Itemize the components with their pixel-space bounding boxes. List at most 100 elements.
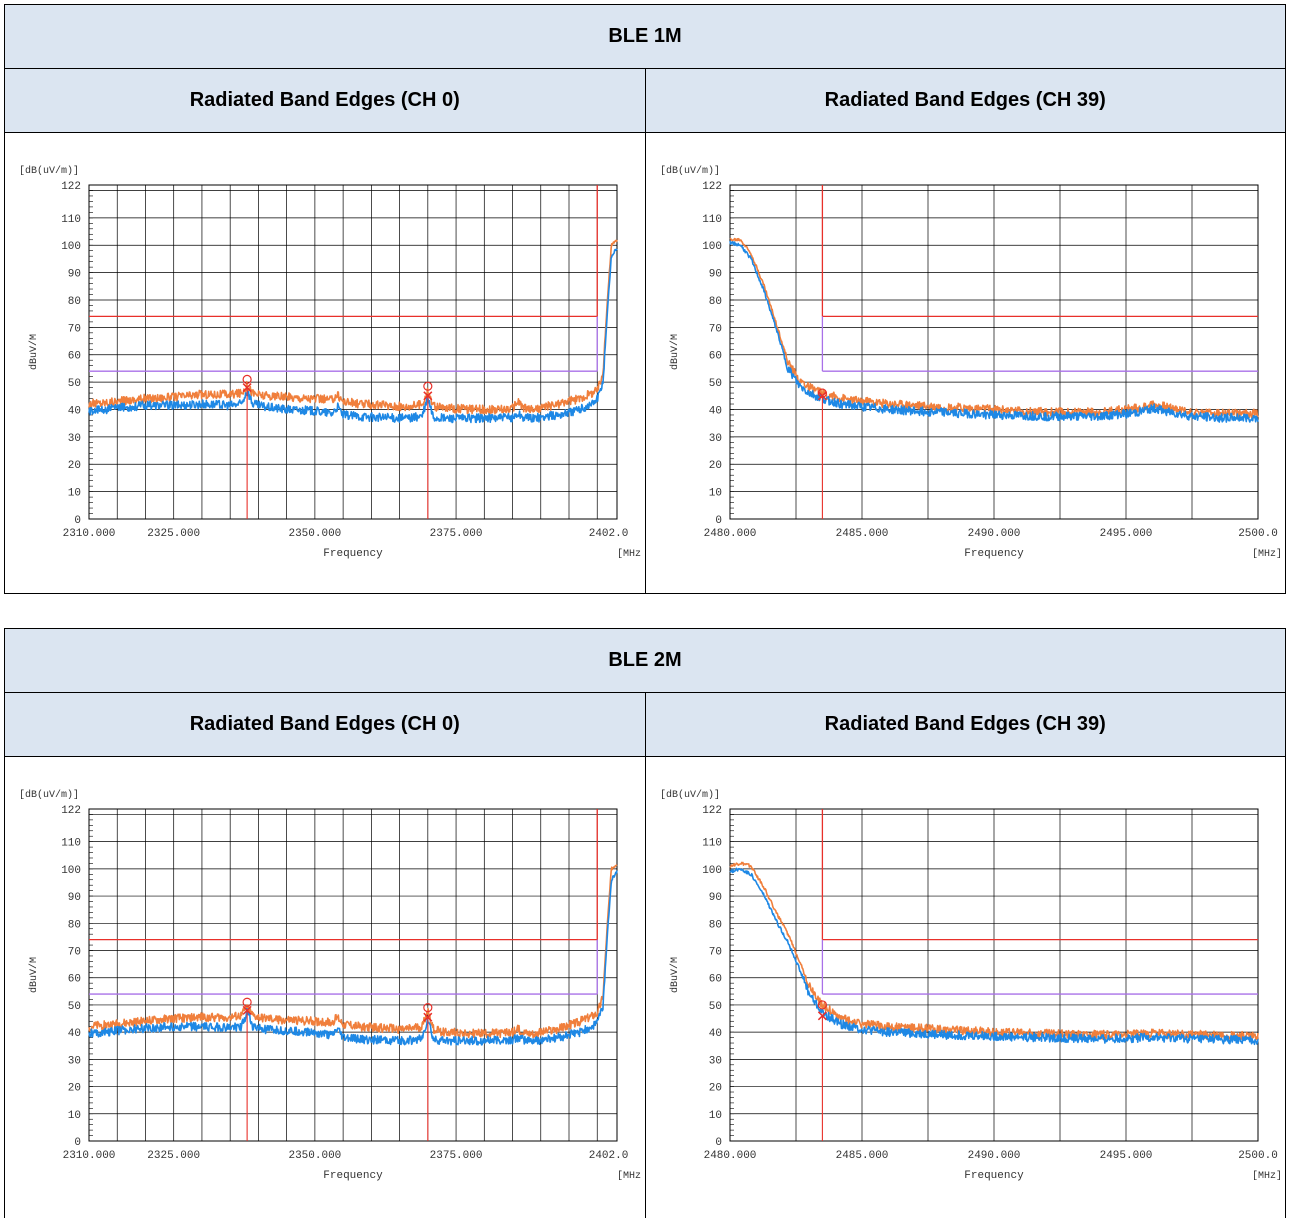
y-tick-label: 20 (708, 1083, 721, 1095)
x-unit-label: [MHz] (1251, 1170, 1281, 1182)
y-tick-label: 30 (68, 1055, 81, 1067)
plot-frame (729, 184, 1258, 520)
peak-marker (817, 1000, 827, 1010)
y-tick-label: 100 (702, 241, 722, 253)
x-unit-label: [MHz (617, 1170, 641, 1182)
band-edge-chart-ble2m-ch39: 0 10 20 30 40 50 60 70 80 90 100 110 122 2480.000 2485… (660, 789, 1282, 1182)
plot-frame (729, 808, 1258, 1142)
y-unit-label: [dB(uV/m)] (660, 165, 720, 177)
plot-frame (88, 808, 618, 1142)
y-tick-label: 80 (708, 919, 721, 931)
series-line-average (88, 870, 618, 1046)
plot-cell-ch39: 0 10 20 30 40 50 60 70 80 90 100 110 122 2480.000 2485… (644, 132, 1286, 594)
y-tick-label: 70 (708, 323, 721, 335)
series-line-peak (88, 864, 618, 1039)
plot-frame (88, 184, 618, 520)
y-axis-label: dBuV/M (669, 957, 681, 993)
peak-marker (817, 388, 827, 398)
y-tick-label: 70 (68, 947, 81, 959)
grid (729, 184, 1258, 520)
panel-title-ch0: Radiated Band Edges (CH 0) (4, 692, 646, 757)
x-tick-label: 2375.000 (430, 1150, 483, 1162)
x-axis-label: Frequency (964, 1170, 1024, 1182)
y-tick-label: 80 (708, 296, 721, 308)
grid (729, 808, 1258, 1142)
y-tick-label: 60 (68, 974, 81, 986)
y-unit-label: [dB(uV/m)] (19, 165, 79, 177)
x-axis-label: Frequency (323, 1170, 383, 1182)
plot-cell-ch0: 0 10 20 30 40 50 60 70 80 90 100 110 122 2310.000 2325… (4, 132, 646, 594)
section-ble-1m: BLE 1M Radiated Band Edges (CH 0) Radiat… (4, 4, 1286, 594)
y-axis-label: dBuV/M (28, 957, 40, 993)
average-marker (242, 1005, 252, 1015)
y-tick-label: 80 (68, 919, 81, 931)
y-tick-label: 100 (702, 865, 722, 877)
y-tick-label: 20 (68, 460, 81, 472)
average-marker (423, 1012, 433, 1022)
section-ble-2m: BLE 2M Radiated Band Edges (CH 0) Radiat… (4, 628, 1286, 1218)
x-tick-label: 2375.000 (430, 528, 483, 540)
average-marker (817, 391, 827, 401)
x-tick-label: 2350.000 (288, 1150, 341, 1162)
y-tick-label: 0 (74, 1137, 81, 1149)
y-axis-label: dBuV/M (669, 334, 681, 370)
y-tick-label: 40 (68, 1028, 81, 1040)
x-tick-label: 2485.000 (835, 528, 888, 540)
series-line-average (88, 248, 618, 424)
x-tick-label: 2480.000 (703, 1150, 756, 1162)
y-tick-label: 122 (61, 805, 81, 817)
y-tick-label: 122 (702, 181, 722, 193)
y-tick-label: 10 (68, 1110, 81, 1122)
y-tick-label: 110 (61, 838, 81, 850)
band-edge-chart-ble1m-ch39: 0 10 20 30 40 50 60 70 80 90 100 110 122 2480.000 2485… (660, 165, 1282, 560)
y-tick-label: 110 (61, 214, 81, 226)
y-tick-label: 90 (708, 892, 721, 904)
y-tick-label: 20 (708, 460, 721, 472)
x-tick-label: 2490.000 (967, 528, 1020, 540)
x-tick-label: 2325.000 (147, 528, 200, 540)
y-tick-label: 50 (708, 1001, 721, 1013)
plot-cell-ch0: 0 10 20 30 40 50 60 70 80 90 100 110 122 2310.000 2325… (4, 756, 646, 1218)
peak-marker (242, 997, 252, 1007)
y-tick-label: 60 (708, 351, 721, 363)
x-tick-label: 2350.000 (288, 528, 341, 540)
y-tick-label: 60 (68, 351, 81, 363)
y-tick-label: 100 (61, 241, 81, 253)
x-tick-label: 2325.000 (147, 1150, 200, 1162)
x-tick-label: 2495.000 (1099, 528, 1152, 540)
y-tick-label: 40 (708, 405, 721, 417)
y-axis-label: dBuV/M (28, 334, 40, 370)
y-tick-label: 122 (702, 805, 722, 817)
section-title: BLE 1M (4, 4, 1286, 69)
panel-title-ch0: Radiated Band Edges (CH 0) (4, 68, 646, 133)
series-line-peak (729, 237, 1259, 419)
panel-title-ch39: Radiated Band Edges (CH 39) (644, 68, 1286, 133)
grid (88, 184, 618, 520)
y-tick-label: 40 (68, 405, 81, 417)
y-unit-label: [dB(uV/m)] (660, 789, 720, 801)
x-tick-label: 2500.0 (1238, 528, 1278, 540)
y-tick-label: 110 (702, 838, 722, 850)
y-tick-label: 90 (68, 269, 81, 281)
y-tick-label: 0 (715, 1137, 722, 1149)
y-tick-label: 20 (68, 1083, 81, 1095)
y-unit-label: [dB(uV/m)] (19, 789, 79, 801)
section-title: BLE 2M (4, 628, 1286, 693)
band-edge-chart-ble1m-ch0: 0 10 20 30 40 50 60 70 80 90 100 110 122 2310.000 2325… (19, 165, 641, 560)
y-tick-label: 0 (74, 515, 81, 527)
x-tick-label: 2310.000 (63, 528, 116, 540)
y-tick-label: 122 (61, 181, 81, 193)
x-tick-label: 2485.000 (835, 1150, 888, 1162)
peak-marker (423, 1003, 433, 1013)
x-unit-label: [MHz] (1251, 548, 1281, 560)
y-tick-label: 10 (68, 488, 81, 500)
y-tick-label: 70 (68, 323, 81, 335)
y-tick-label: 70 (708, 947, 721, 959)
y-tick-label: 90 (68, 892, 81, 904)
panel-title-ch39: Radiated Band Edges (CH 39) (644, 692, 1286, 757)
series-line-average (728, 240, 1259, 423)
y-tick-label: 40 (708, 1028, 721, 1040)
average-marker (817, 1011, 827, 1021)
y-tick-label: 100 (61, 865, 81, 877)
x-unit-label: [MHz (617, 548, 641, 560)
